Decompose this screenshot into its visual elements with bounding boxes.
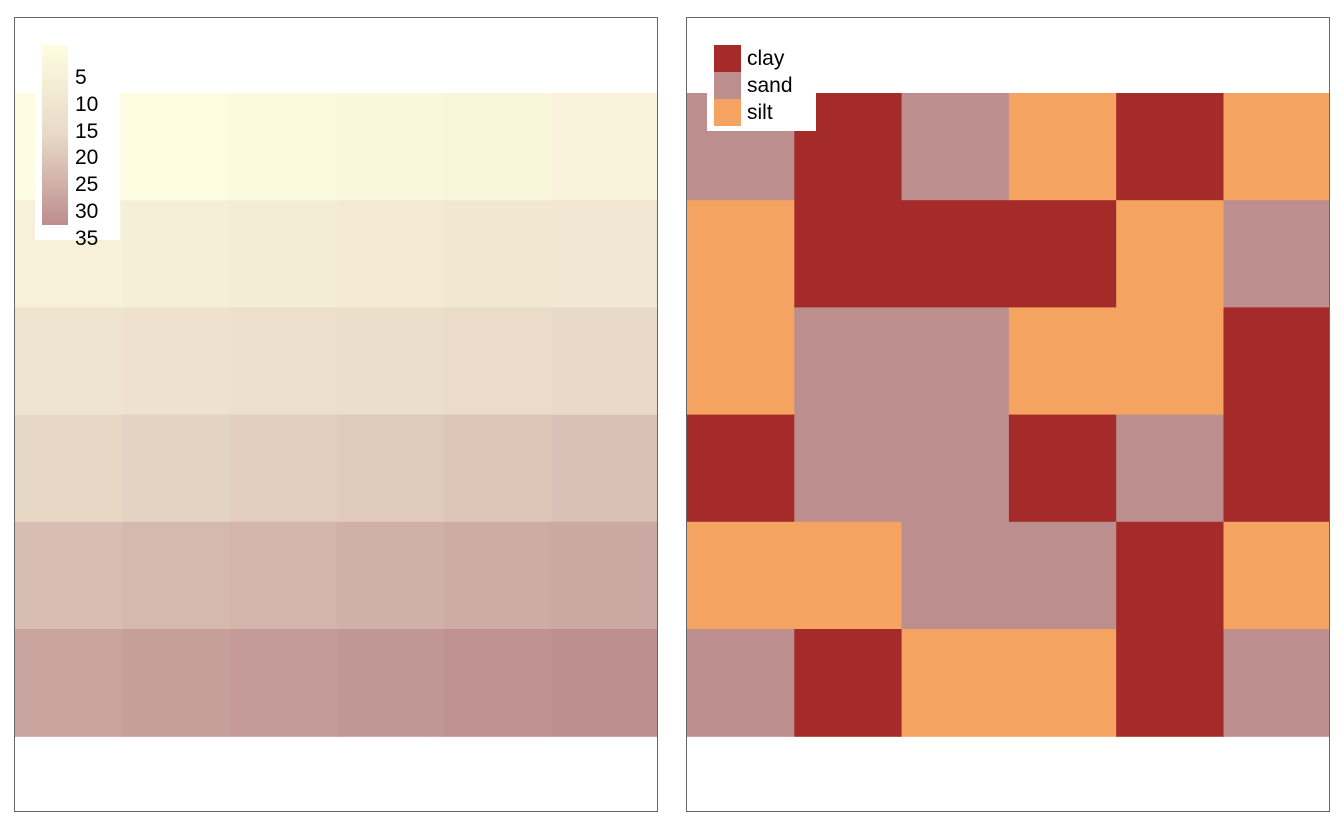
category-cell-r5-c1 bbox=[794, 629, 902, 737]
legend-label-sand: sand bbox=[747, 74, 793, 98]
category-cell-r0-c5 bbox=[1224, 93, 1331, 201]
raster-cell-r2-c5 bbox=[552, 307, 659, 415]
category-cell-r5-c4 bbox=[1116, 629, 1224, 737]
category-cell-r5-c2 bbox=[902, 629, 1010, 737]
category-cell-r4-c5 bbox=[1224, 522, 1331, 630]
raster-cell-r5-c4 bbox=[444, 629, 552, 737]
raster-cell-r2-c2 bbox=[230, 307, 338, 415]
legend-swatch-clay bbox=[714, 45, 741, 72]
categorical-raster-plot bbox=[687, 18, 1330, 812]
category-cell-r4-c2 bbox=[902, 522, 1010, 630]
colorbar-tick-label: 30 bbox=[75, 200, 98, 224]
category-cell-r1-c2 bbox=[902, 200, 1010, 308]
raster-cell-r3-c5 bbox=[552, 415, 659, 523]
colorbar-tick-label: 25 bbox=[75, 173, 98, 197]
category-cell-r0-c4 bbox=[1116, 93, 1224, 201]
raster-cell-r2-c4 bbox=[444, 307, 552, 415]
category-cell-r1-c1 bbox=[794, 200, 902, 308]
raster-cell-r0-c4 bbox=[444, 93, 552, 201]
legend-label-silt: silt bbox=[747, 101, 773, 125]
colorbar-ramp bbox=[42, 45, 68, 225]
category-cell-r3-c0 bbox=[687, 415, 795, 523]
raster-cell-r0-c3 bbox=[337, 93, 445, 201]
colorbar-tick-label: 5 bbox=[75, 66, 87, 90]
raster-cell-r1-c3 bbox=[337, 200, 445, 308]
legend-swatch-sand bbox=[714, 72, 741, 99]
raster-cell-r3-c1 bbox=[122, 415, 230, 523]
raster-cell-r5-c3 bbox=[337, 629, 445, 737]
category-cell-r4-c4 bbox=[1116, 522, 1224, 630]
raster-cell-r1-c2 bbox=[230, 200, 338, 308]
legend-label-clay: clay bbox=[747, 47, 784, 71]
raster-cell-r5-c1 bbox=[122, 629, 230, 737]
category-cell-r3-c2 bbox=[902, 415, 1010, 523]
raster-cell-r5-c5 bbox=[552, 629, 659, 737]
raster-cell-r0-c5 bbox=[552, 93, 659, 201]
colorbar-tick-label: 15 bbox=[75, 120, 98, 144]
category-cell-r5-c0 bbox=[687, 629, 795, 737]
category-cell-r2-c3 bbox=[1009, 307, 1117, 415]
category-cell-r1-c4 bbox=[1116, 200, 1224, 308]
colorbar-legend: 5 10 15 20 25 30 35 bbox=[35, 38, 120, 240]
raster-cell-r1-c5 bbox=[552, 200, 659, 308]
category-cell-r2-c2 bbox=[902, 307, 1010, 415]
raster-cell-r1-c4 bbox=[444, 200, 552, 308]
legend-entry-silt: silt bbox=[714, 99, 773, 126]
raster-cell-r2-c3 bbox=[337, 307, 445, 415]
category-cell-r2-c1 bbox=[794, 307, 902, 415]
colorbar-tick-label: 20 bbox=[75, 146, 98, 170]
raster-cell-r4-c2 bbox=[230, 522, 338, 630]
category-cell-r2-c4 bbox=[1116, 307, 1224, 415]
raster-cell-r0-c2 bbox=[230, 93, 338, 201]
legend-entry-sand: sand bbox=[714, 72, 793, 99]
raster-cell-r0-c1 bbox=[122, 93, 230, 201]
category-cell-r3-c3 bbox=[1009, 415, 1117, 523]
category-cell-r3-c4 bbox=[1116, 415, 1224, 523]
raster-cell-r5-c2 bbox=[230, 629, 338, 737]
category-cell-r4-c1 bbox=[794, 522, 902, 630]
colorbar-tick-label: 35 bbox=[75, 227, 98, 251]
category-legend: clay sand silt bbox=[707, 38, 816, 131]
category-cell-r0-c3 bbox=[1009, 93, 1117, 201]
category-cell-r4-c3 bbox=[1009, 522, 1117, 630]
category-cell-r1-c3 bbox=[1009, 200, 1117, 308]
category-cell-r5-c3 bbox=[1009, 629, 1117, 737]
category-cell-r4-c0 bbox=[687, 522, 795, 630]
raster-cell-r4-c4 bbox=[444, 522, 552, 630]
category-cell-r3-c5 bbox=[1224, 415, 1331, 523]
colorbar-tick-label: 10 bbox=[75, 93, 98, 117]
category-cell-r5-c5 bbox=[1224, 629, 1331, 737]
raster-cell-r2-c0 bbox=[15, 307, 123, 415]
legend-entry-clay: clay bbox=[714, 45, 784, 72]
continuous-raster-panel: 5 10 15 20 25 30 35 bbox=[14, 17, 658, 812]
raster-cell-r3-c2 bbox=[230, 415, 338, 523]
legend-swatch-silt bbox=[714, 99, 741, 126]
category-cell-r2-c5 bbox=[1224, 307, 1331, 415]
raster-cell-r4-c1 bbox=[122, 522, 230, 630]
raster-cell-r4-c0 bbox=[15, 522, 123, 630]
raster-cell-r2-c1 bbox=[122, 307, 230, 415]
raster-cell-r5-c0 bbox=[15, 629, 123, 737]
category-cell-r3-c1 bbox=[794, 415, 902, 523]
raster-cell-r3-c3 bbox=[337, 415, 445, 523]
category-cell-r0-c2 bbox=[902, 93, 1010, 201]
category-cell-r1-c5 bbox=[1224, 200, 1331, 308]
categorical-raster-panel: clay sand silt bbox=[686, 17, 1330, 812]
raster-cell-r4-c5 bbox=[552, 522, 659, 630]
category-cell-r1-c0 bbox=[687, 200, 795, 308]
raster-cell-r3-c4 bbox=[444, 415, 552, 523]
category-cell-r2-c0 bbox=[687, 307, 795, 415]
raster-cell-r1-c1 bbox=[122, 200, 230, 308]
raster-cell-r4-c3 bbox=[337, 522, 445, 630]
raster-cell-r3-c0 bbox=[15, 415, 123, 523]
